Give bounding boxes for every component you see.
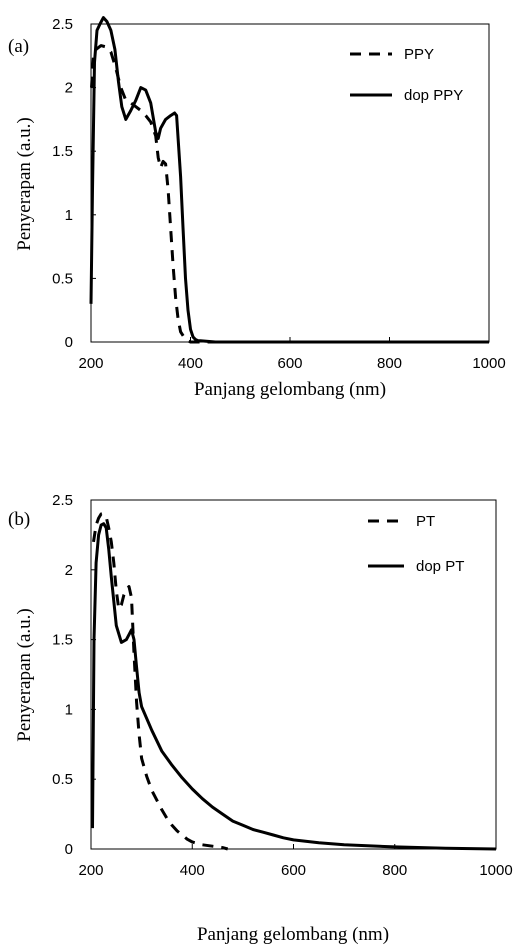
y-tick-label-b-3: 1.5: [52, 632, 73, 649]
series-line-pt-b: [92, 512, 229, 851]
chart-panel-a: (a) Penyerapan (a.u.) Panjang gelombang …: [8, 16, 506, 400]
x-tick-label-a-3: 800: [377, 355, 402, 372]
legend-label-dop-pt: dop PT: [416, 558, 464, 575]
x-tick-label-b-0: 200: [78, 862, 103, 879]
x-tick-label-b-3: 800: [382, 862, 407, 879]
y-tick-label-a-2: 1: [65, 207, 73, 224]
y-tick-label-a-4: 2: [65, 80, 73, 97]
y-axis-title-b: Penyerapan (a.u.): [14, 608, 35, 741]
x-tick-label-a-1: 400: [178, 355, 203, 372]
series-layer-a: [89, 16, 489, 344]
x-tick-label-a-0: 200: [78, 355, 103, 372]
series-line-dop-pt-b: [91, 522, 497, 851]
y-tick-label-b-0: 0: [65, 841, 73, 858]
x-axis-title-a: Panjang gelombang (nm): [194, 379, 386, 400]
legend-label-ppy: PPY: [404, 46, 434, 63]
x-tick-label-a-4: 1000: [472, 355, 505, 372]
y-axis-title-a: Penyerapan (a.u.): [14, 117, 35, 250]
y-tick-label-b-5: 2.5: [52, 492, 73, 509]
chart-panel-b: (b) Penyerapan (a.u.) Panjang gelombang …: [8, 492, 513, 945]
series-line-ppy-a: [90, 44, 489, 344]
y-tick-label-b-1: 0.5: [52, 771, 73, 788]
y-tick-label-a-3: 1.5: [52, 143, 73, 160]
plot-frame-a: [90, 23, 490, 343]
x-axis-title-b: Panjang gelombang (nm): [197, 924, 389, 945]
series-layer-b: [91, 512, 497, 851]
legend-b: PT dop PT: [368, 513, 464, 575]
y-tick-label-a-0: 0: [65, 334, 73, 351]
series-line-dop-ppy-a: [89, 16, 489, 344]
x-tick-label-b-4: 1000: [479, 862, 512, 879]
x-tick-label-b-1: 400: [180, 862, 205, 879]
y-tick-label-b-4: 2: [65, 562, 73, 579]
plot-frame-b: [90, 499, 497, 850]
legend-label-pt: PT: [416, 513, 435, 530]
legend-label-dop-ppy: dop PPY: [404, 87, 463, 104]
x-tick-label-a-2: 600: [277, 355, 302, 372]
y-tick-label-a-5: 2.5: [52, 16, 73, 33]
panel-label-b: (b): [8, 509, 30, 530]
panel-label-a: (a): [8, 36, 29, 57]
legend-a: PPY dop PPY: [350, 46, 463, 104]
y-tick-label-b-2: 1: [65, 701, 73, 718]
y-tick-label-a-1: 0.5: [52, 270, 73, 287]
x-tick-label-b-2: 600: [281, 862, 306, 879]
